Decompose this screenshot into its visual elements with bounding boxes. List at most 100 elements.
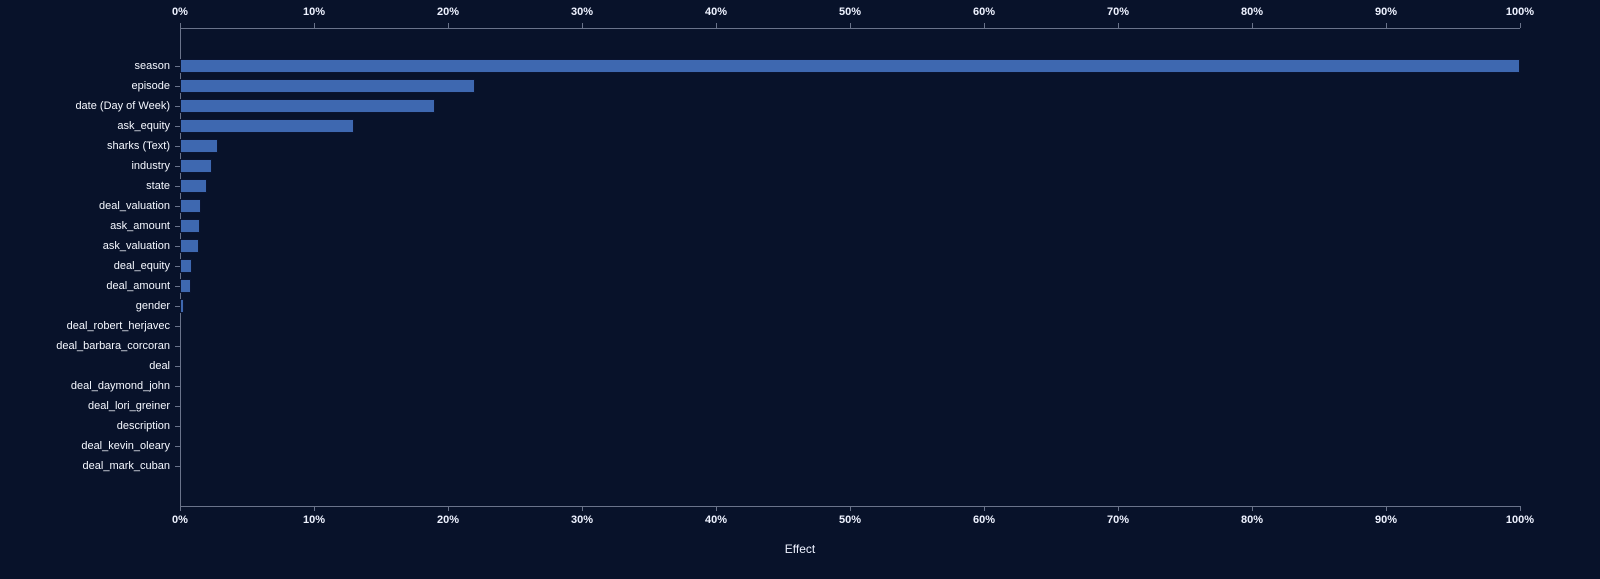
- category-label: sharks (Text): [10, 140, 170, 152]
- y-tick: [175, 86, 180, 87]
- category-label: deal_daymond_john: [10, 380, 170, 392]
- category-label: ask_amount: [10, 220, 170, 232]
- x-tick-label-top: 40%: [705, 6, 727, 18]
- category-label: gender: [10, 300, 170, 312]
- x-tick-label-top: 60%: [973, 6, 995, 18]
- y-tick: [175, 226, 180, 227]
- x-tick-top: [716, 23, 717, 28]
- category-label: date (Day of Week): [10, 100, 170, 112]
- x-tick-label-bottom: 20%: [437, 514, 459, 526]
- effect-bar: [180, 139, 218, 153]
- y-tick: [175, 146, 180, 147]
- category-label: episode: [10, 80, 170, 92]
- x-tick-label-bottom: 100%: [1506, 514, 1534, 526]
- y-tick: [175, 246, 180, 247]
- y-tick: [175, 106, 180, 107]
- y-tick: [175, 326, 180, 327]
- category-label: deal_mark_cuban: [10, 460, 170, 472]
- x-tick-bottom: [1520, 506, 1521, 511]
- x-tick-label-top: 30%: [571, 6, 593, 18]
- x-tick-top: [984, 23, 985, 28]
- x-tick-label-top: 20%: [437, 6, 459, 18]
- x-tick-top: [1118, 23, 1119, 28]
- effect-bar-chart: 0%0%10%10%20%20%30%30%40%40%50%50%60%60%…: [0, 0, 1600, 579]
- y-tick: [175, 366, 180, 367]
- y-tick: [175, 426, 180, 427]
- effect-bar: [180, 259, 192, 273]
- category-label: deal_kevin_oleary: [10, 440, 170, 452]
- category-label: description: [10, 420, 170, 432]
- x-tick-top: [1386, 23, 1387, 28]
- x-tick-top: [448, 23, 449, 28]
- x-tick-label-bottom: 80%: [1241, 514, 1263, 526]
- category-label: state: [10, 180, 170, 192]
- plot-area: [180, 28, 1520, 506]
- x-tick-label-bottom: 30%: [571, 514, 593, 526]
- effect-bar: [180, 79, 475, 93]
- x-tick-bottom: [1118, 506, 1119, 511]
- x-tick-label-bottom: 90%: [1375, 514, 1397, 526]
- category-label: deal_amount: [10, 280, 170, 292]
- category-label: deal: [10, 360, 170, 372]
- effect-bar: [180, 179, 207, 193]
- x-tick-label-bottom: 60%: [973, 514, 995, 526]
- x-axis-label: Effect: [0, 542, 1600, 556]
- x-tick-bottom: [984, 506, 985, 511]
- y-tick: [175, 166, 180, 167]
- x-tick-bottom: [314, 506, 315, 511]
- x-tick-label-top: 10%: [303, 6, 325, 18]
- effect-bar: [180, 219, 200, 233]
- x-tick-bottom: [1252, 506, 1253, 511]
- category-label: industry: [10, 160, 170, 172]
- y-tick: [175, 66, 180, 67]
- effect-bar: [180, 159, 212, 173]
- y-tick: [175, 206, 180, 207]
- x-tick-label-top: 0%: [172, 6, 188, 18]
- effect-bar: [180, 59, 1520, 73]
- y-tick: [175, 286, 180, 287]
- x-tick-label-top: 90%: [1375, 6, 1397, 18]
- x-tick-top: [850, 23, 851, 28]
- x-tick-top: [180, 23, 181, 28]
- x-tick-label-bottom: 10%: [303, 514, 325, 526]
- x-tick-bottom: [448, 506, 449, 511]
- x-tick-bottom: [582, 506, 583, 511]
- category-label: deal_robert_herjavec: [10, 320, 170, 332]
- y-tick: [175, 126, 180, 127]
- x-tick-label-bottom: 70%: [1107, 514, 1129, 526]
- effect-bar: [180, 279, 191, 293]
- y-tick: [175, 266, 180, 267]
- y-tick: [175, 446, 180, 447]
- effect-bar: [180, 119, 354, 133]
- category-label: ask_valuation: [10, 240, 170, 252]
- x-tick-top: [1520, 23, 1521, 28]
- y-tick: [175, 346, 180, 347]
- effect-bar: [180, 99, 435, 113]
- x-tick-label-bottom: 50%: [839, 514, 861, 526]
- x-tick-bottom: [716, 506, 717, 511]
- x-tick-bottom: [850, 506, 851, 511]
- effect-bar: [180, 299, 184, 313]
- x-tick-label-bottom: 0%: [172, 514, 188, 526]
- x-tick-label-top: 70%: [1107, 6, 1129, 18]
- x-tick-bottom: [1386, 506, 1387, 511]
- category-label: deal_barbara_corcoran: [10, 340, 170, 352]
- x-tick-top: [1252, 23, 1253, 28]
- x-tick-top: [582, 23, 583, 28]
- y-tick: [175, 406, 180, 407]
- x-tick-bottom: [180, 506, 181, 511]
- category-label: deal_equity: [10, 260, 170, 272]
- effect-bar: [180, 239, 199, 253]
- category-label: season: [10, 60, 170, 72]
- y-tick: [175, 386, 180, 387]
- x-tick-label-top: 100%: [1506, 6, 1534, 18]
- x-tick-top: [314, 23, 315, 28]
- y-tick: [175, 466, 180, 467]
- y-tick: [175, 306, 180, 307]
- x-tick-label-top: 80%: [1241, 6, 1263, 18]
- category-label: ask_equity: [10, 120, 170, 132]
- effect-bar: [180, 199, 201, 213]
- category-label: deal_lori_greiner: [10, 400, 170, 412]
- x-tick-label-top: 50%: [839, 6, 861, 18]
- category-label: deal_valuation: [10, 200, 170, 212]
